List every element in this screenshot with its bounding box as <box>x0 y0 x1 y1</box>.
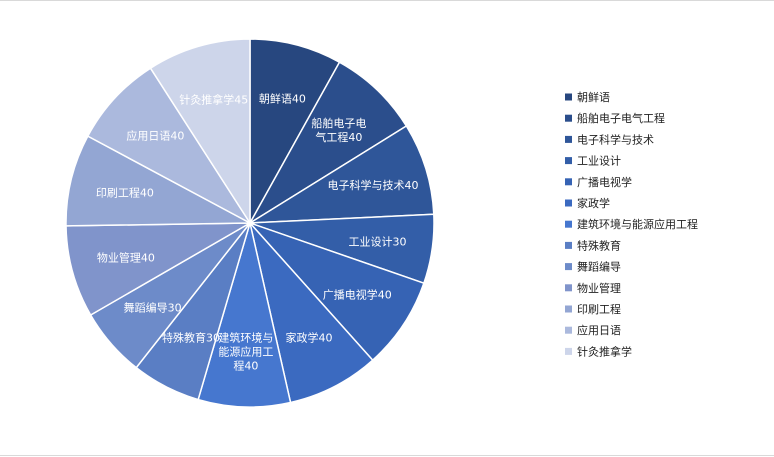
pie-data-label: 物业管理40 <box>97 250 155 264</box>
pie-data-label: 特殊教育30 <box>162 330 220 344</box>
pie-slices <box>65 38 435 408</box>
legend-entry: 特殊教育 <box>577 238 621 252</box>
pie-slice <box>247 61 408 226</box>
pie-slice <box>149 38 251 226</box>
legend-swatch <box>565 135 572 143</box>
legend-swatch <box>565 263 572 271</box>
legend-entry: 船舶电子电气工程 <box>577 111 665 125</box>
pie-slice <box>249 38 341 226</box>
pie-slice <box>65 135 253 227</box>
pie-data-label: 工业设计30 <box>348 235 406 248</box>
legend-entry: 朝鲜语 <box>577 90 610 104</box>
pie-slice <box>86 67 253 226</box>
legend-swatch <box>565 178 572 186</box>
legend-entry: 广播电视学 <box>577 175 632 189</box>
legend-entry: 印刷工程 <box>577 303 621 316</box>
pie-data-label: 应用日语40 <box>126 129 184 143</box>
pie-data-label: 建筑环境与能源应用工程40 <box>218 331 273 373</box>
pie-slice <box>65 222 253 317</box>
legend-entry: 家政学 <box>577 196 610 210</box>
legend-swatch <box>565 199 572 207</box>
legend-swatch <box>565 114 572 122</box>
pie-slice <box>247 124 435 224</box>
legend-swatch <box>565 326 572 334</box>
legend-swatch <box>565 157 572 165</box>
legend-swatch <box>565 284 572 292</box>
legend-entry: 舞蹈编导 <box>577 260 621 274</box>
legend-swatch <box>565 93 572 101</box>
pie-slice <box>247 221 425 362</box>
pie-data-label: 针灸推拿学45 <box>179 92 248 106</box>
pie-data-label: 广播电视学40 <box>323 287 392 301</box>
pie-slice <box>197 220 292 408</box>
legend-swatch <box>565 347 572 355</box>
pie-data-labels: 朝鲜语40 船舶电子电气工程40 电子科学与技术40 工业设计30 广播电视学40 家政学… <box>96 91 419 372</box>
legend-entry: 电子科学与技术 <box>577 132 654 146</box>
pie-data-label: 电子科学与技术40 <box>327 178 418 192</box>
legend-swatch <box>565 305 572 313</box>
legend-swatch <box>565 220 572 228</box>
legend-entry: 工业设计 <box>577 155 621 168</box>
legend-entry: 应用日语 <box>577 323 621 337</box>
pie-data-label: 船舶电子电气工程40 <box>311 116 366 144</box>
pie-data-label: 印刷工程40 <box>96 187 154 200</box>
legend-entry: 针灸推拿学 <box>577 344 632 358</box>
pie-data-label: 家政学40 <box>286 330 333 344</box>
legend-entry: 建筑环境与能源应用工程 <box>577 217 698 231</box>
legend-swatch <box>565 241 572 249</box>
pie-data-label: 舞蹈编导30 <box>124 300 182 314</box>
pie-data-label: 朝鲜语40 <box>259 91 306 105</box>
legend: 朝鲜语船舶电子电气工程电子科学与技术工业设计广播电视学家政学建筑环境与能源应用工… <box>565 90 698 358</box>
legend-entry: 物业管理 <box>577 281 621 295</box>
